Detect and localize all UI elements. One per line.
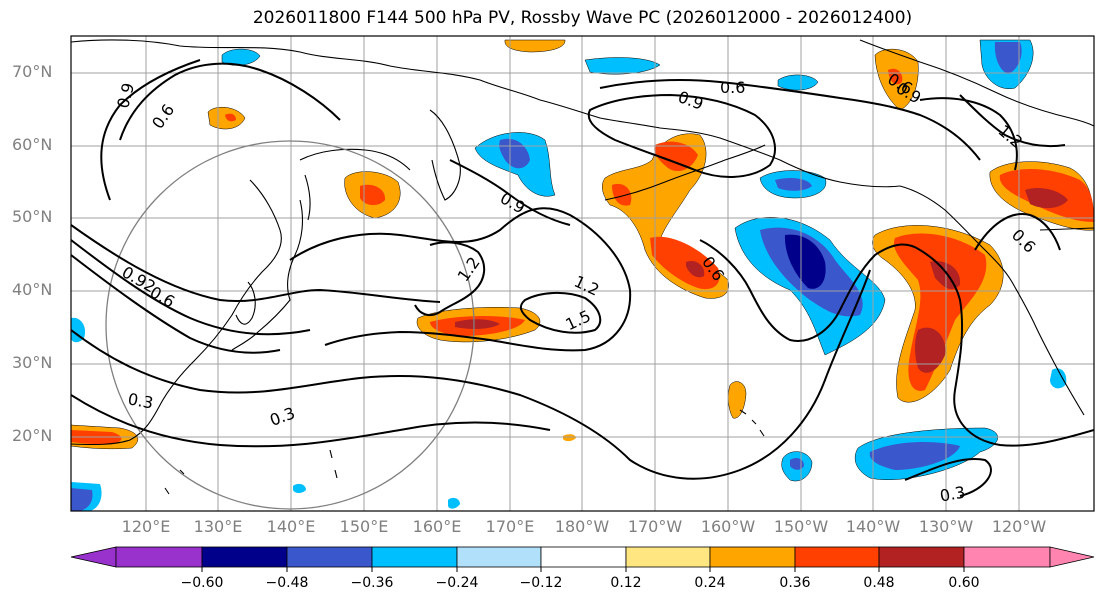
lon-tick-label: 150°E [339, 517, 389, 536]
colorbar-tick-label: −0.48 [265, 575, 309, 591]
contour-pv-1.5 [519, 292, 602, 334]
contour-pv-1.2-inner [414, 241, 486, 317]
lat-tick-label: 20°N [12, 426, 53, 445]
contour-pv-0.6-north [119, 62, 341, 141]
lon-tick-label: 140°E [266, 517, 316, 536]
pv-contours [71, 59, 1094, 497]
coast-alaska [539, 99, 901, 188]
neg-anomaly-subtropic-small [293, 483, 306, 493]
coast-okhotsk [299, 148, 411, 171]
lat-tick-label: 70°N [12, 62, 53, 81]
lon-tick-label: 140°W [845, 517, 901, 536]
neg-anomaly-alaska-north [584, 57, 661, 75]
lon-tick-label: 120°W [991, 517, 1047, 536]
coast-canada-north [859, 39, 1094, 127]
contour-pv-0.3-south [71, 394, 551, 448]
lon-tick-label: 130°W [918, 517, 974, 536]
coastlines [71, 39, 1094, 495]
contour-pv-1.2-west [71, 254, 281, 354]
gridlines [71, 36, 1094, 511]
coast-islands-hawaii [739, 409, 765, 437]
colorbar-segment [371, 546, 458, 568]
pos-anomaly-chukchi [504, 39, 566, 53]
contour-label: 0.3 [938, 482, 966, 505]
neg-anomaly-ocean-small [448, 497, 460, 509]
coast-asia-east [71, 179, 282, 446]
colorbar-tick-label: −0.24 [435, 575, 479, 591]
pv-anomaly-fills [71, 39, 1094, 511]
pos-anomaly-tiny [563, 434, 576, 442]
contour-pv-0.9-kamchatka [449, 159, 571, 226]
lat-tick-label: 30°N [12, 353, 53, 372]
colorbar-extend-max [1049, 546, 1095, 568]
colorbar-tick-marks [201, 567, 965, 572]
colorbar [70, 546, 1095, 572]
colorbar-tick-label: −0.36 [350, 575, 394, 591]
colorbar-segment [286, 546, 373, 568]
contour-pv-0.9-west [71, 239, 311, 336]
neg-anomaly-arctic-small [777, 74, 819, 91]
lon-tick-label: 120°E [121, 517, 171, 536]
colorbar-segment [456, 546, 542, 568]
coast-sakhalin [304, 174, 311, 221]
neg-anomaly-west-coast-us [1050, 368, 1067, 389]
colorbar-tick-label: −0.12 [519, 575, 563, 591]
contour-pv-0.9-alaska-loop [587, 93, 776, 178]
colorbar-segment [794, 546, 880, 568]
colorbar-tick-label: 0.24 [694, 575, 726, 591]
contour-pv-0.3-southeast [904, 458, 992, 497]
colorbar-segment [115, 546, 203, 568]
colorbar-tick-label: 0.36 [779, 575, 811, 591]
contour-pv-1.2-outer [289, 207, 632, 352]
colorbar-tick-label: 0.48 [863, 575, 895, 591]
lat-tick-label: 60°N [12, 135, 53, 154]
lon-tick-label: 170°E [485, 517, 535, 536]
contour-label: 0.3 [126, 389, 154, 412]
contour-label: 0.6 [720, 78, 745, 97]
colorbar-tick-label: −0.60 [180, 575, 224, 591]
lat-tick-label: 50°N [12, 207, 53, 226]
contour-pv-0.3-main [71, 269, 871, 480]
lon-tick-label: 130°E [193, 517, 243, 536]
lon-tick-label: 180°W [554, 517, 610, 536]
colorbar-segment [540, 546, 627, 568]
colorbar-extend-min [70, 546, 117, 568]
contour-pv-0.9-canada [919, 97, 1018, 171]
lat-tick-label: 40°N [12, 280, 53, 299]
contour-pv-0.6-canada [974, 213, 1061, 251]
colorbar-segment [709, 546, 796, 568]
colorbar-segment [625, 546, 711, 568]
contour-pv-0.6-east-trough [699, 239, 1094, 447]
coast-japan [231, 199, 304, 351]
coast-korea [235, 281, 256, 325]
coast-islands-pacific [164, 449, 338, 495]
coast-asia-north [71, 39, 541, 101]
lon-tick-label: 170°W [627, 517, 683, 536]
lon-tick-label: 150°W [773, 517, 829, 536]
colorbar-segment [963, 546, 1051, 568]
lon-tick-label: 160°W [700, 517, 756, 536]
contour-pv-0.6-west [71, 224, 441, 303]
colorbar-segment [878, 546, 965, 568]
contour-pv-0.6-alaska [599, 79, 981, 161]
coast-canada-pacific [899, 185, 1085, 416]
coast-kamchatka [429, 109, 461, 201]
contour-pv-1.2-canada [959, 94, 1066, 148]
lon-tick-label: 160°E [412, 517, 462, 536]
map-frame [70, 35, 1095, 512]
colorbar-tick-label: 0.12 [610, 575, 642, 591]
colorbar-tick-label: 0.60 [948, 575, 980, 591]
colorbar-segment [201, 546, 288, 568]
figure-title: 2026011800 F144 500 hPa PV, Rossby Wave … [252, 8, 913, 28]
neg-anomaly-west-edge [71, 317, 86, 343]
reference-circle [105, 140, 475, 510]
contour-pv-0.9-north [100, 59, 201, 201]
